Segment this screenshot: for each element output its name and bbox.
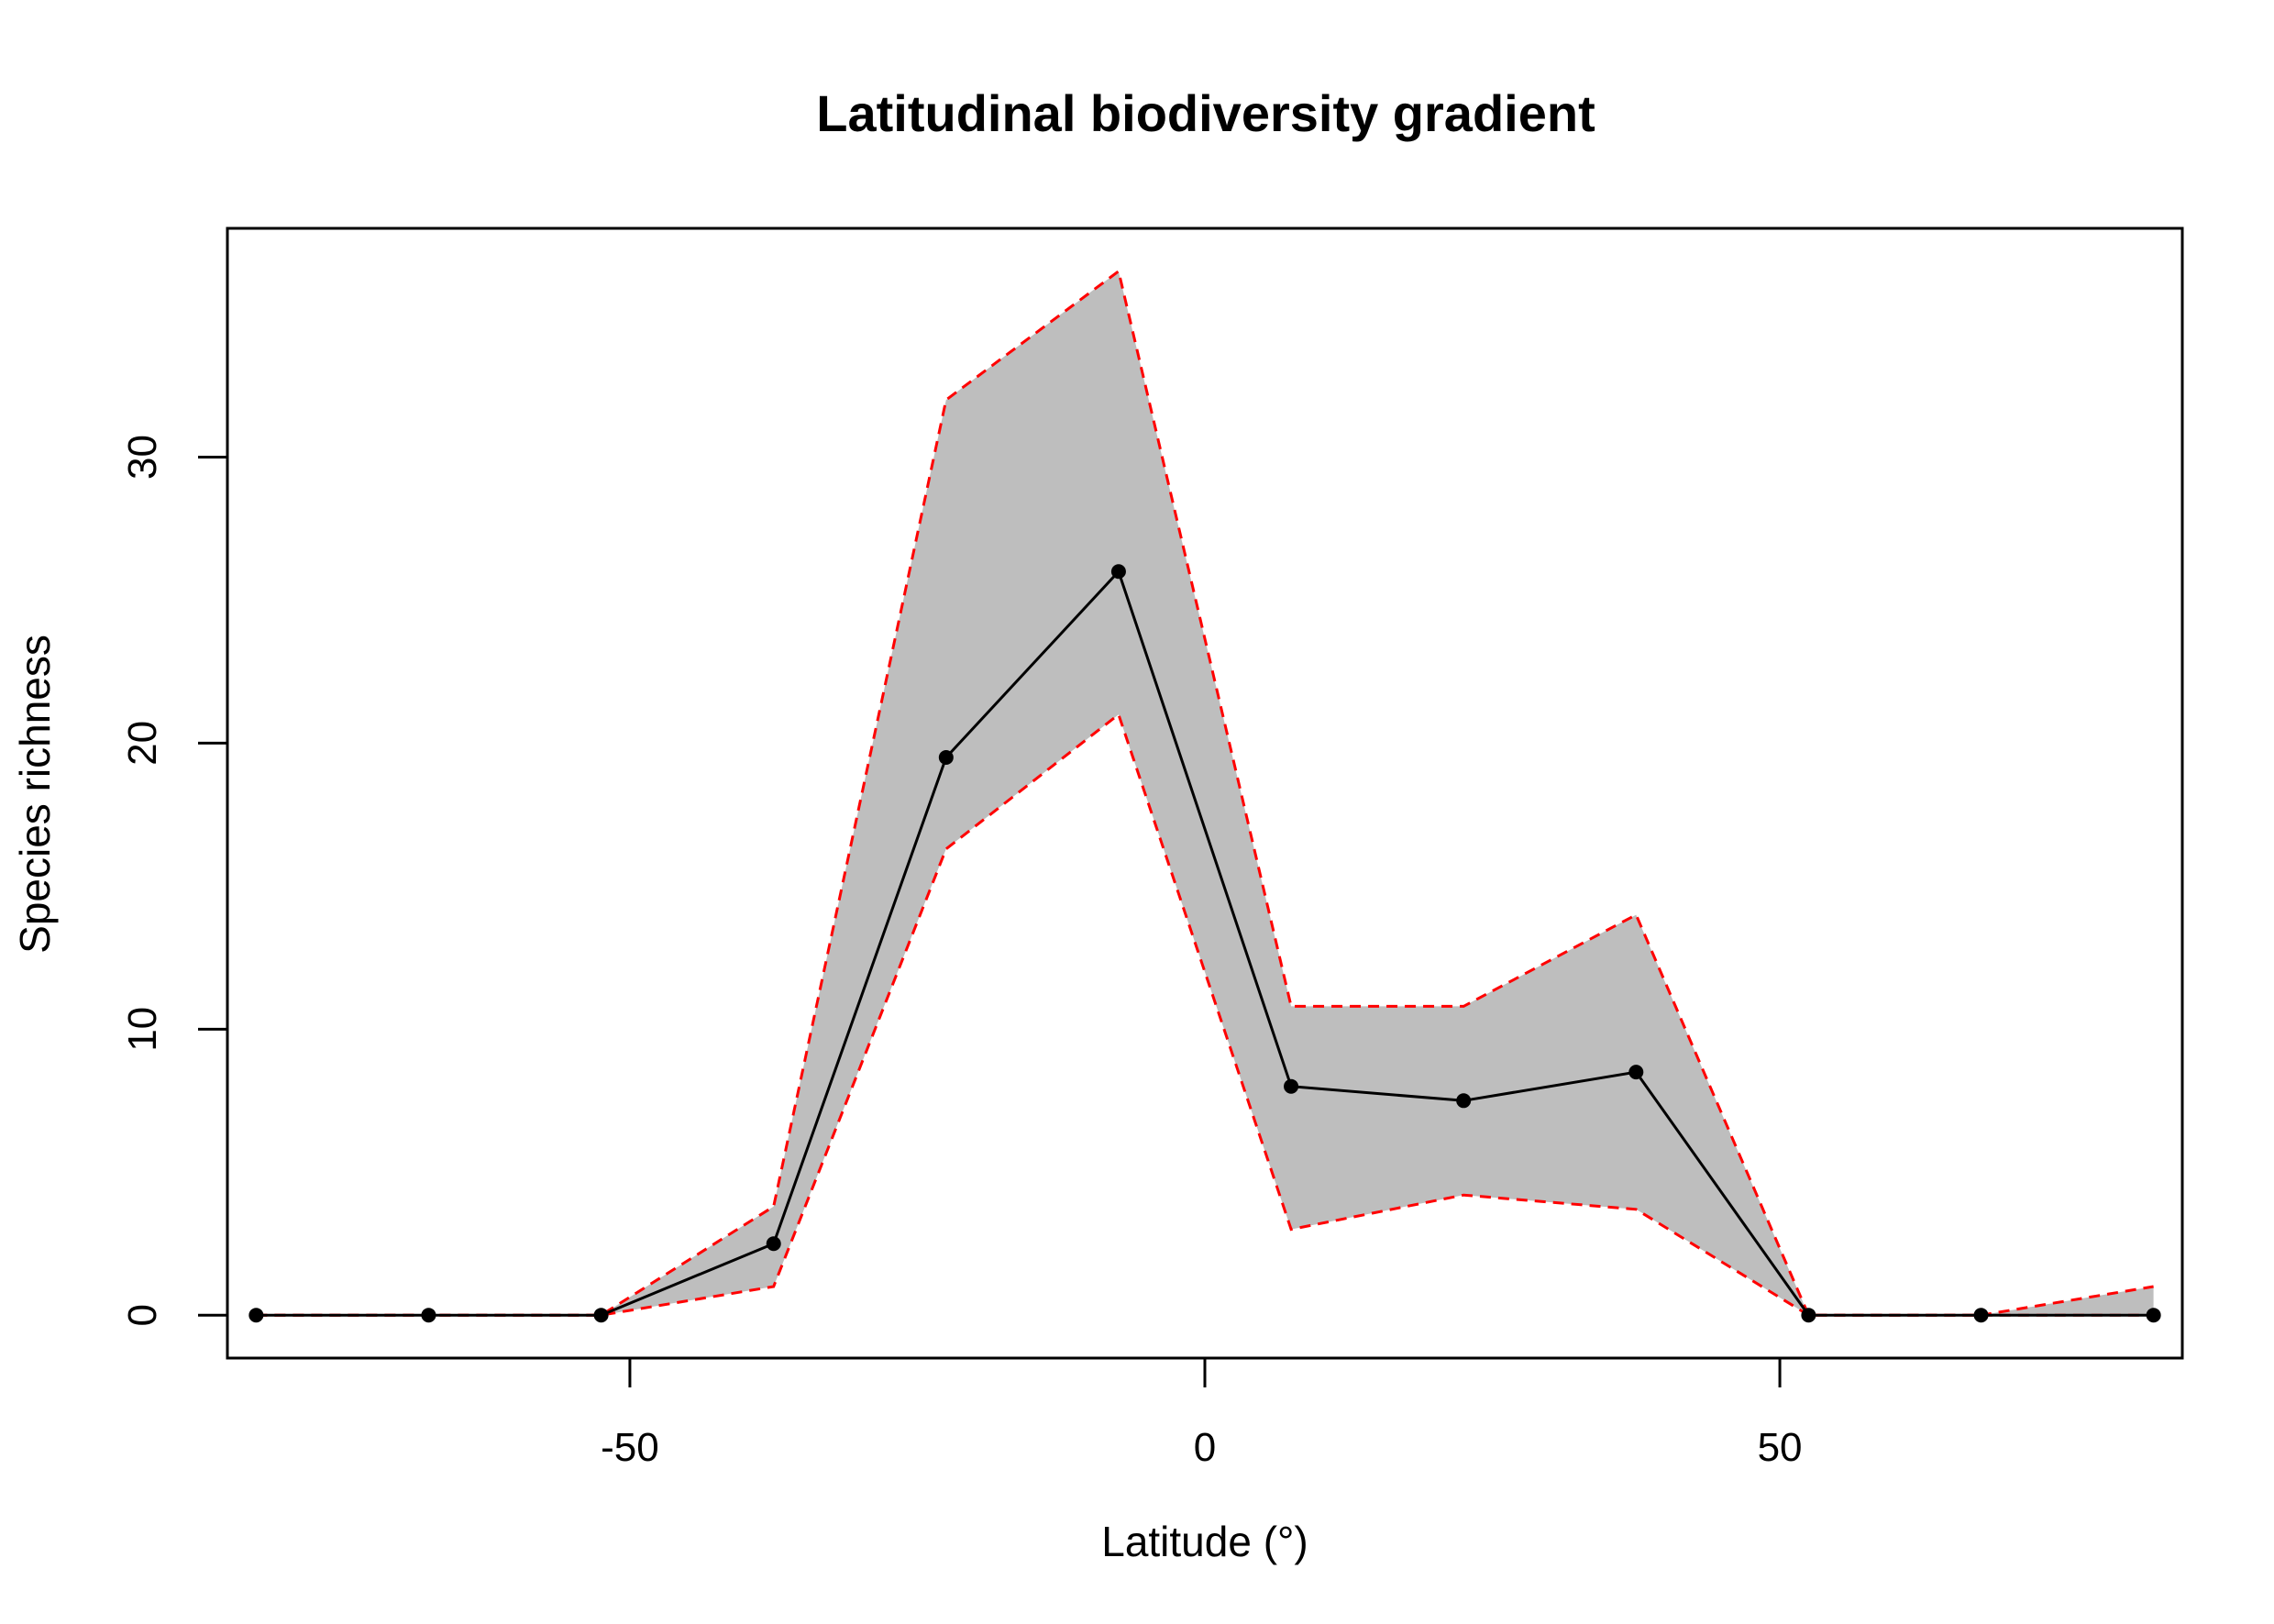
data-point <box>938 750 954 766</box>
data-point <box>1801 1308 1816 1323</box>
data-point <box>1110 564 1126 580</box>
chart-title: Latitudinal biodiversity gradient <box>816 84 1595 142</box>
y-tick-label: 10 <box>120 1007 165 1052</box>
data-point <box>593 1308 609 1323</box>
x-axis: -50 0 50 <box>601 1356 1803 1470</box>
data-point <box>248 1308 264 1323</box>
y-axis-label: Species richness <box>11 635 59 954</box>
data-point <box>766 1236 781 1252</box>
data-point <box>2146 1308 2161 1323</box>
mean-points <box>248 564 2161 1323</box>
plot-content <box>248 269 2161 1323</box>
x-tick-label: -50 <box>601 1425 659 1470</box>
y-axis: 0 10 20 30 <box>120 435 229 1326</box>
y-tick-label: 20 <box>120 721 165 766</box>
x-tick-label: 0 <box>1194 1425 1216 1470</box>
data-point <box>1284 1078 1299 1094</box>
data-point <box>1973 1308 1989 1323</box>
confidence-band <box>256 271 2154 1316</box>
data-point <box>1456 1093 1472 1109</box>
y-tick-label: 30 <box>120 435 165 480</box>
data-point <box>421 1308 436 1323</box>
x-axis-label: Latitude (°) <box>1101 1518 1308 1565</box>
data-point <box>1628 1065 1644 1080</box>
y-tick-label: 0 <box>120 1304 165 1326</box>
mean-line <box>256 569 2154 1317</box>
x-tick-label: 50 <box>1758 1425 1803 1470</box>
